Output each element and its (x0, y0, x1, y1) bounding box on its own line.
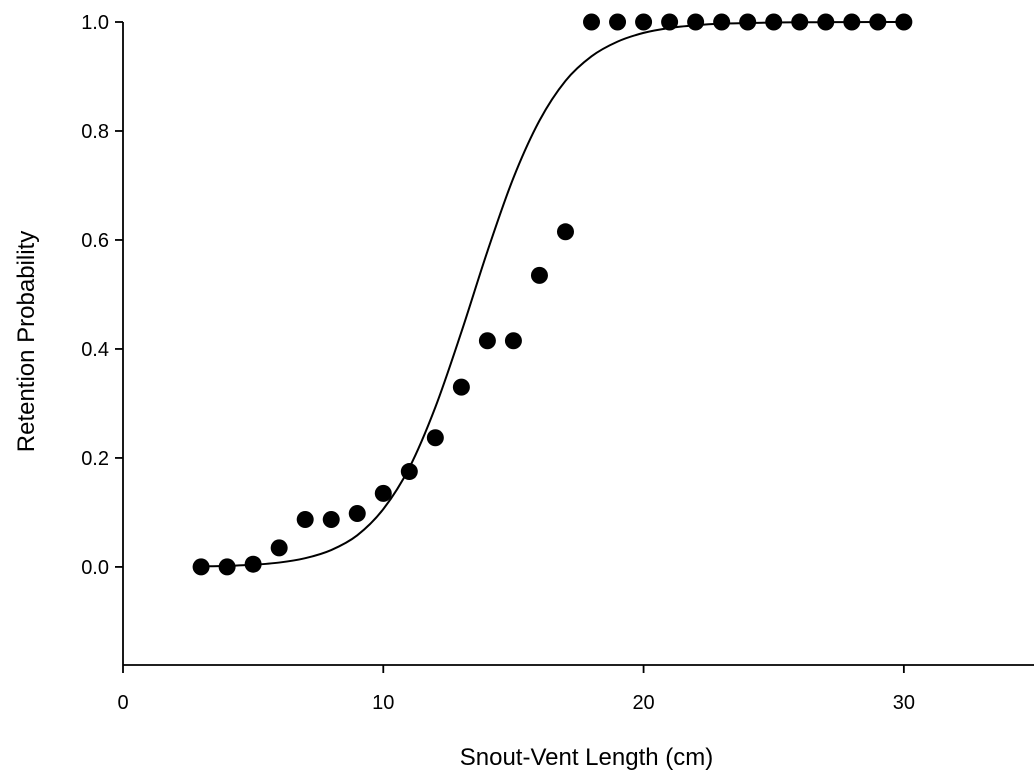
data-point (218, 558, 236, 576)
data-point (739, 13, 757, 31)
data-point (426, 429, 444, 447)
data-point (478, 332, 496, 350)
data-point (322, 511, 340, 529)
data-point (400, 463, 418, 481)
x-tick-label: 20 (632, 692, 654, 714)
x-tick-label: 0 (117, 692, 128, 714)
y-tick-label: 0.6 (81, 230, 109, 252)
data-point (530, 266, 548, 284)
data-point (635, 13, 653, 31)
data-point (192, 558, 210, 576)
data-points (192, 13, 913, 576)
data-point (296, 511, 314, 529)
data-point (583, 13, 601, 31)
y-axis-title: Retention Probability (13, 231, 40, 452)
fitted-logistic-curve (201, 21, 904, 568)
data-point (713, 13, 731, 31)
data-point (374, 484, 392, 502)
data-point (817, 13, 835, 31)
y-tick-label: 1.0 (81, 12, 109, 34)
y-tick-label: 0.0 (81, 557, 109, 579)
data-point (843, 13, 861, 31)
data-point (791, 13, 809, 31)
data-point (270, 539, 288, 557)
y-tick-label: 0.4 (81, 339, 109, 361)
data-point (687, 13, 705, 31)
data-point (452, 378, 470, 396)
x-tick-label: 30 (893, 692, 915, 714)
data-point (869, 13, 887, 31)
x-tick-label: 10 (372, 692, 394, 714)
y-ticks: 0.0 0.2 0.4 0.6 0.8 1.0 (81, 12, 123, 579)
data-point (661, 13, 679, 31)
data-point (556, 223, 574, 241)
y-tick-label: 0.2 (81, 448, 109, 470)
data-point (895, 13, 913, 31)
data-point (244, 555, 262, 573)
y-tick-label: 0.8 (81, 121, 109, 143)
data-point (609, 13, 627, 31)
axes (122, 22, 1034, 666)
data-point (504, 332, 522, 350)
x-axis-title: Snout-Vent Length (cm) (460, 744, 713, 771)
data-point (348, 505, 366, 523)
x-ticks: 0 10 20 30 (117, 665, 915, 714)
data-point (765, 13, 783, 31)
